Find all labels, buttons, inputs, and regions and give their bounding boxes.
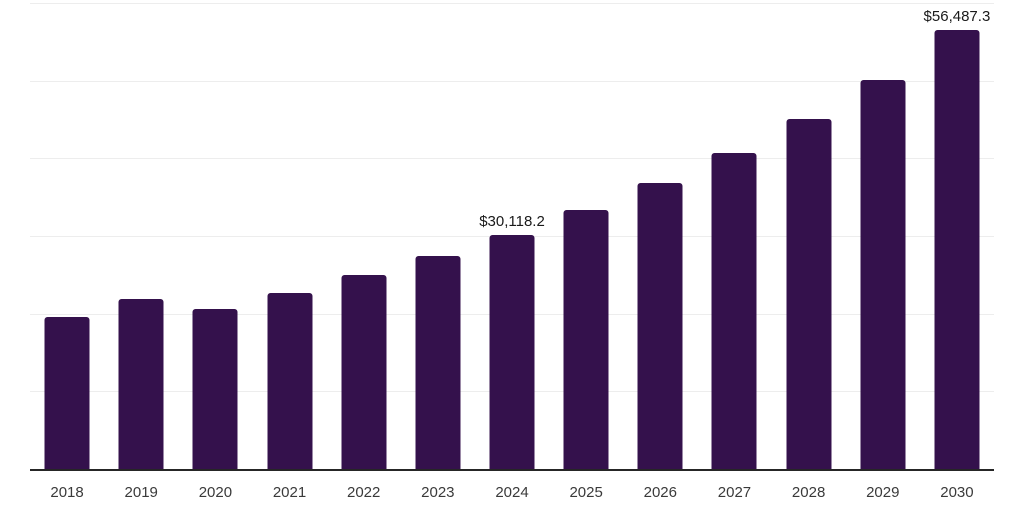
gridline-60000 — [30, 3, 994, 4]
x-tick-2021: 2021 — [272, 484, 307, 501]
bar-2029 — [860, 79, 906, 469]
x-tick-2026: 2026 — [643, 484, 677, 501]
bar-2030: $56,487.3 — [924, 8, 990, 469]
x-tick-2024: 2024 — [495, 484, 529, 501]
x-tick-2025: 2025 — [569, 484, 603, 501]
gridline-40000 — [30, 158, 994, 160]
bar-value-label-2024: $30,118.2 — [479, 213, 545, 231]
x-tick-2027: 2027 — [717, 484, 752, 501]
x-tick-2029: 2029 — [866, 484, 900, 501]
x-axis: 2018 2019 2020 2021 2022 2023 2024 2025 2026 2027… — [30, 484, 994, 504]
bar-2026 — [637, 182, 683, 469]
bar-2020 — [192, 309, 238, 469]
bar-2021 — [267, 292, 313, 469]
x-tick-2028: 2028 — [791, 484, 826, 501]
bar-2028 — [786, 118, 832, 469]
bar-2022 — [341, 274, 387, 469]
x-tick-2030: 2030 — [940, 484, 974, 501]
x-tick-2023: 2023 — [421, 484, 455, 501]
gridline-50000 — [30, 80, 994, 82]
bar-2018 — [44, 316, 90, 469]
x-tick-2022: 2022 — [347, 484, 381, 501]
x-tick-2019: 2019 — [124, 484, 158, 501]
plot-area: $30,118.2 $56,487.3 — [30, 3, 994, 471]
bar-2019 — [118, 298, 164, 469]
x-tick-2020: 2020 — [198, 484, 233, 501]
x-tick-2018: 2018 — [50, 484, 84, 501]
bar-2025 — [563, 209, 609, 469]
bar-2023 — [415, 256, 461, 469]
bar-2027 — [711, 152, 757, 469]
bar-2024: $30,118.2 — [479, 213, 545, 469]
bar-value-label-2030: $56,487.3 — [923, 8, 991, 26]
